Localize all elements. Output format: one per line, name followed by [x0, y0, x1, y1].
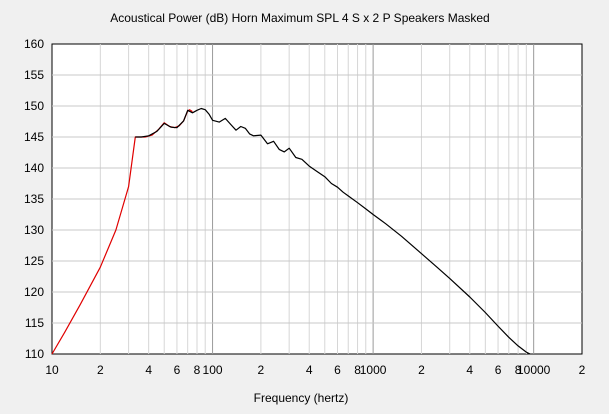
chart-title: Acoustical Power (dB) Horn Maximum SPL 4…	[110, 11, 489, 25]
x-axis-label: Frequency (hertz)	[254, 391, 349, 405]
grid	[52, 44, 582, 354]
series-line-horn	[135, 107, 531, 355]
x-tick-label: 6	[174, 363, 181, 377]
x-tick-label: 8	[354, 363, 361, 377]
x-tick-label: 4	[145, 363, 152, 377]
y-tick-label: 115	[25, 316, 44, 330]
x-tick-label: 6	[495, 363, 502, 377]
x-tick-label: 6	[334, 363, 341, 377]
y-tick-label: 155	[24, 68, 44, 82]
x-tick-label: 2	[258, 363, 265, 377]
x-tick-label: 4	[466, 363, 473, 377]
y-tick-label: 135	[24, 192, 44, 206]
y-tick-label: 150	[24, 99, 44, 113]
y-tick-label: 130	[24, 223, 44, 237]
x-tick-label: 2	[579, 363, 586, 377]
series-layer	[51, 107, 531, 355]
x-tick-label: 8	[194, 363, 201, 377]
y-tick-label: 125	[24, 254, 44, 268]
x-tick-label: 8	[515, 363, 522, 377]
x-tick-label: 4	[306, 363, 313, 377]
x-tick-label: 2	[97, 363, 104, 377]
y-tick-label: 120	[24, 285, 44, 299]
x-tick-label: 100	[203, 363, 223, 377]
x-tick-label: 1000	[360, 363, 387, 377]
x-tick-label: 10	[45, 363, 59, 377]
y-tick-label: 110	[25, 347, 44, 361]
x-tick-label: 10000	[517, 363, 551, 377]
y-tick-label: 145	[24, 130, 44, 144]
y-axis: 160 155 150 145 140 135 130 125 120 115 110	[24, 37, 44, 361]
x-tick-label: 2	[418, 363, 425, 377]
y-tick-label: 160	[24, 37, 44, 51]
y-tick-label: 140	[24, 161, 44, 175]
